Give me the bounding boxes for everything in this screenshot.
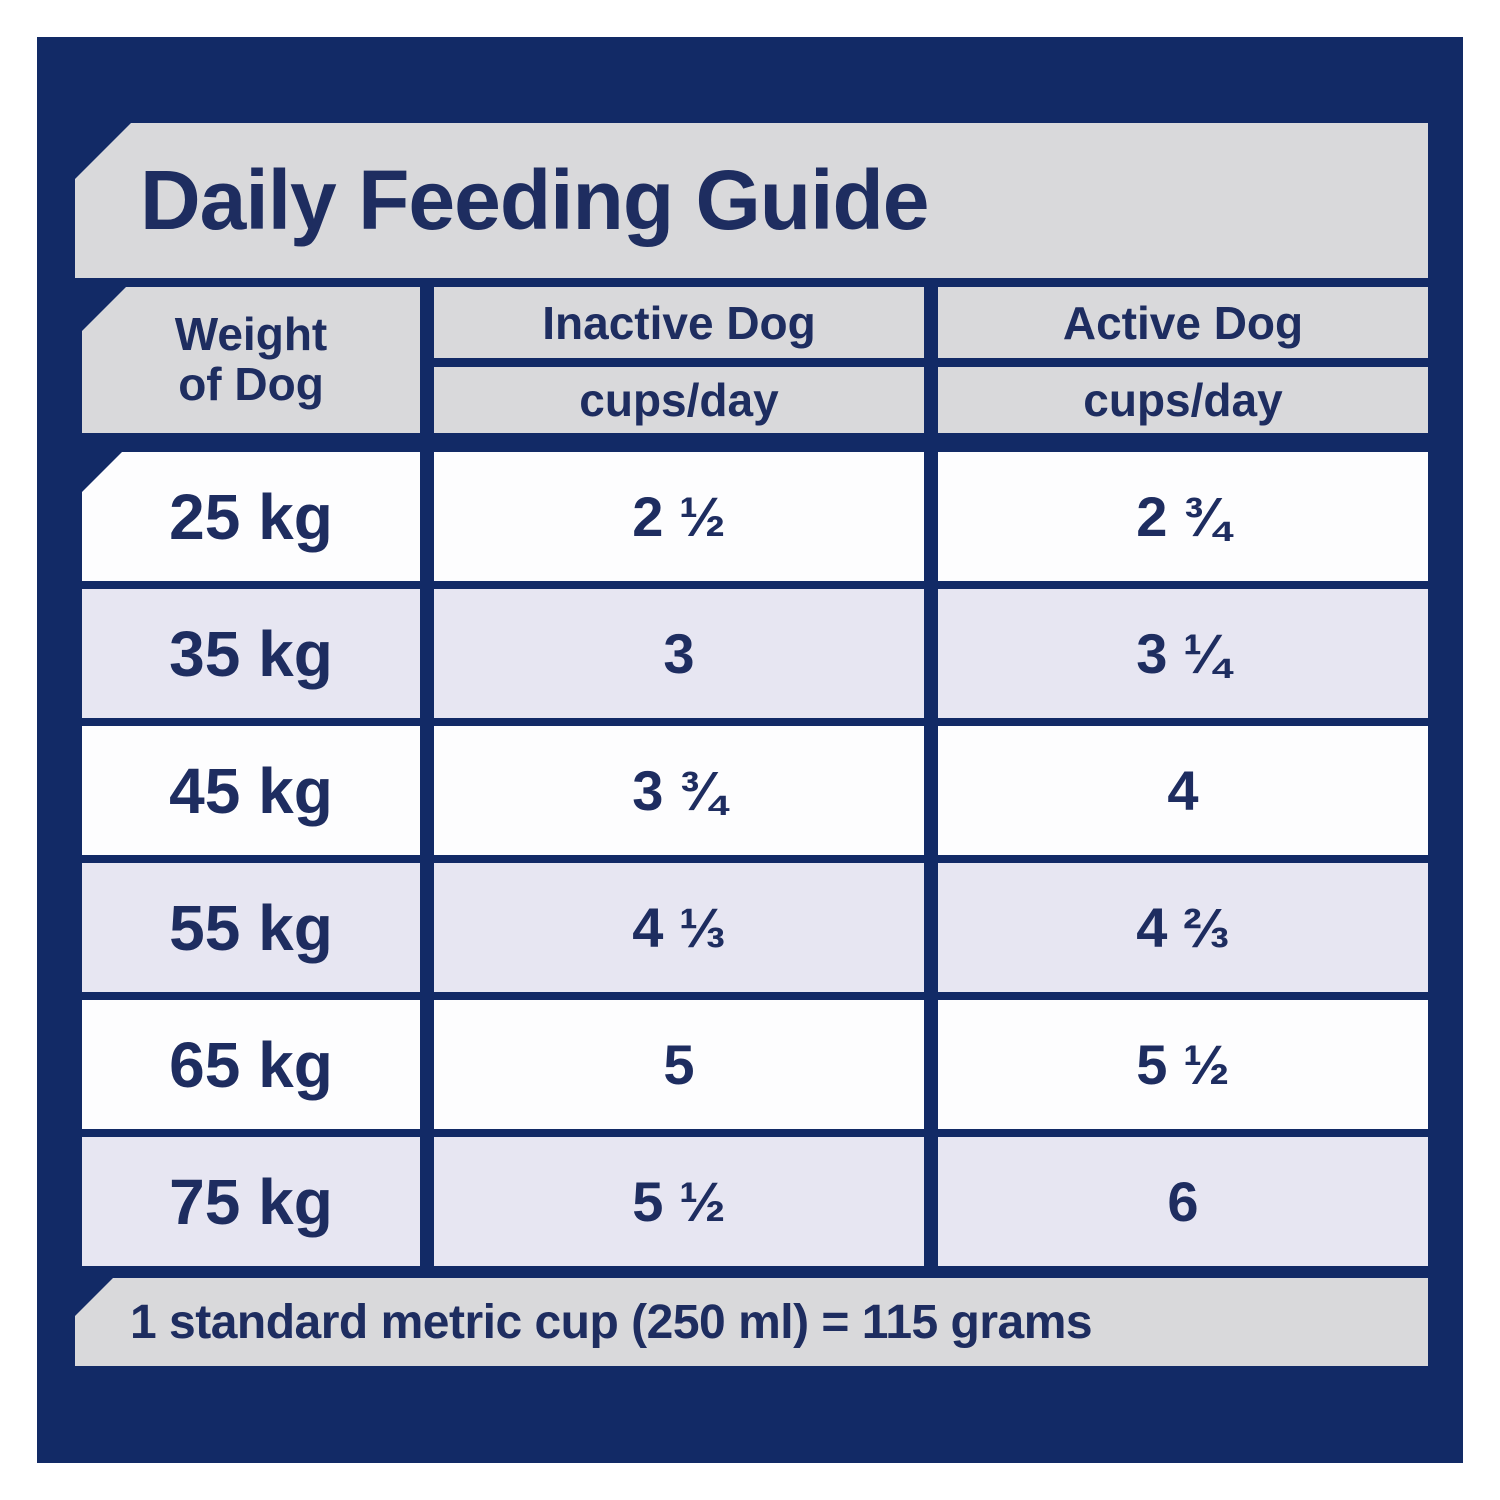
- active-dog-unit: cups/day: [938, 367, 1428, 433]
- weight-value: 55 kg: [82, 863, 420, 992]
- inactive-cups-value: 3: [434, 589, 924, 718]
- weight-value: 75 kg: [82, 1137, 420, 1266]
- cup-conversion-note: 1 standard metric cup (250 ml) = 115 gra…: [130, 1295, 1093, 1349]
- active-cups-value: 4 ⅔: [938, 863, 1428, 992]
- weight-value: 35 kg: [82, 589, 420, 718]
- table-header: Weight of Dog Inactive Dog cups/day Acti…: [82, 287, 1428, 433]
- inactive-cups-value: 5 ½: [434, 1137, 924, 1266]
- weight-of-dog-header: Weight of Dog: [82, 287, 420, 433]
- weight-header-line1: Weight: [174, 308, 328, 361]
- table-row: 65 kg 5 5 ½: [82, 1000, 1428, 1129]
- inactive-cups-value: 2 ½: [434, 452, 924, 581]
- inactive-dog-label: Inactive Dog: [434, 287, 924, 358]
- feeding-table: Weight of Dog Inactive Dog cups/day Acti…: [82, 287, 1428, 1266]
- table-row: 55 kg 4 ⅓ 4 ⅔: [82, 863, 1428, 992]
- weight-value: 25 kg: [82, 452, 420, 581]
- table-row: 35 kg 3 3 ¼: [82, 589, 1428, 718]
- active-dog-label: Active Dog: [938, 287, 1428, 358]
- inactive-cups-value: 5: [434, 1000, 924, 1129]
- inactive-dog-unit: cups/day: [434, 367, 924, 433]
- active-cups-value: 4: [938, 726, 1428, 855]
- navy-panel: Daily Feeding Guide Weight of Dog Inacti…: [37, 37, 1463, 1463]
- inactive-cups-value: 3 ¾: [434, 726, 924, 855]
- inactive-cups-value: 4 ⅓: [434, 863, 924, 992]
- table-row: 45 kg 3 ¾ 4: [82, 726, 1428, 855]
- active-cups-value: 2 ¾: [938, 452, 1428, 581]
- weight-value: 65 kg: [82, 1000, 420, 1129]
- active-cups-value: 5 ½: [938, 1000, 1428, 1129]
- inactive-dog-column-header: Inactive Dog cups/day: [434, 287, 924, 433]
- table-row: 25 kg 2 ½ 2 ¾: [82, 452, 1428, 581]
- weight-header-line2: of Dog: [178, 358, 324, 410]
- active-dog-column-header: Active Dog cups/day: [938, 287, 1428, 433]
- active-cups-value: 3 ¼: [938, 589, 1428, 718]
- weight-value: 45 kg: [82, 726, 420, 855]
- table-row: 75 kg 5 ½ 6: [82, 1137, 1428, 1266]
- title-banner: Daily Feeding Guide: [75, 123, 1428, 278]
- page-title: Daily Feeding Guide: [140, 153, 929, 247]
- active-cups-value: 6: [938, 1137, 1428, 1266]
- footnote-banner: 1 standard metric cup (250 ml) = 115 gra…: [75, 1278, 1428, 1366]
